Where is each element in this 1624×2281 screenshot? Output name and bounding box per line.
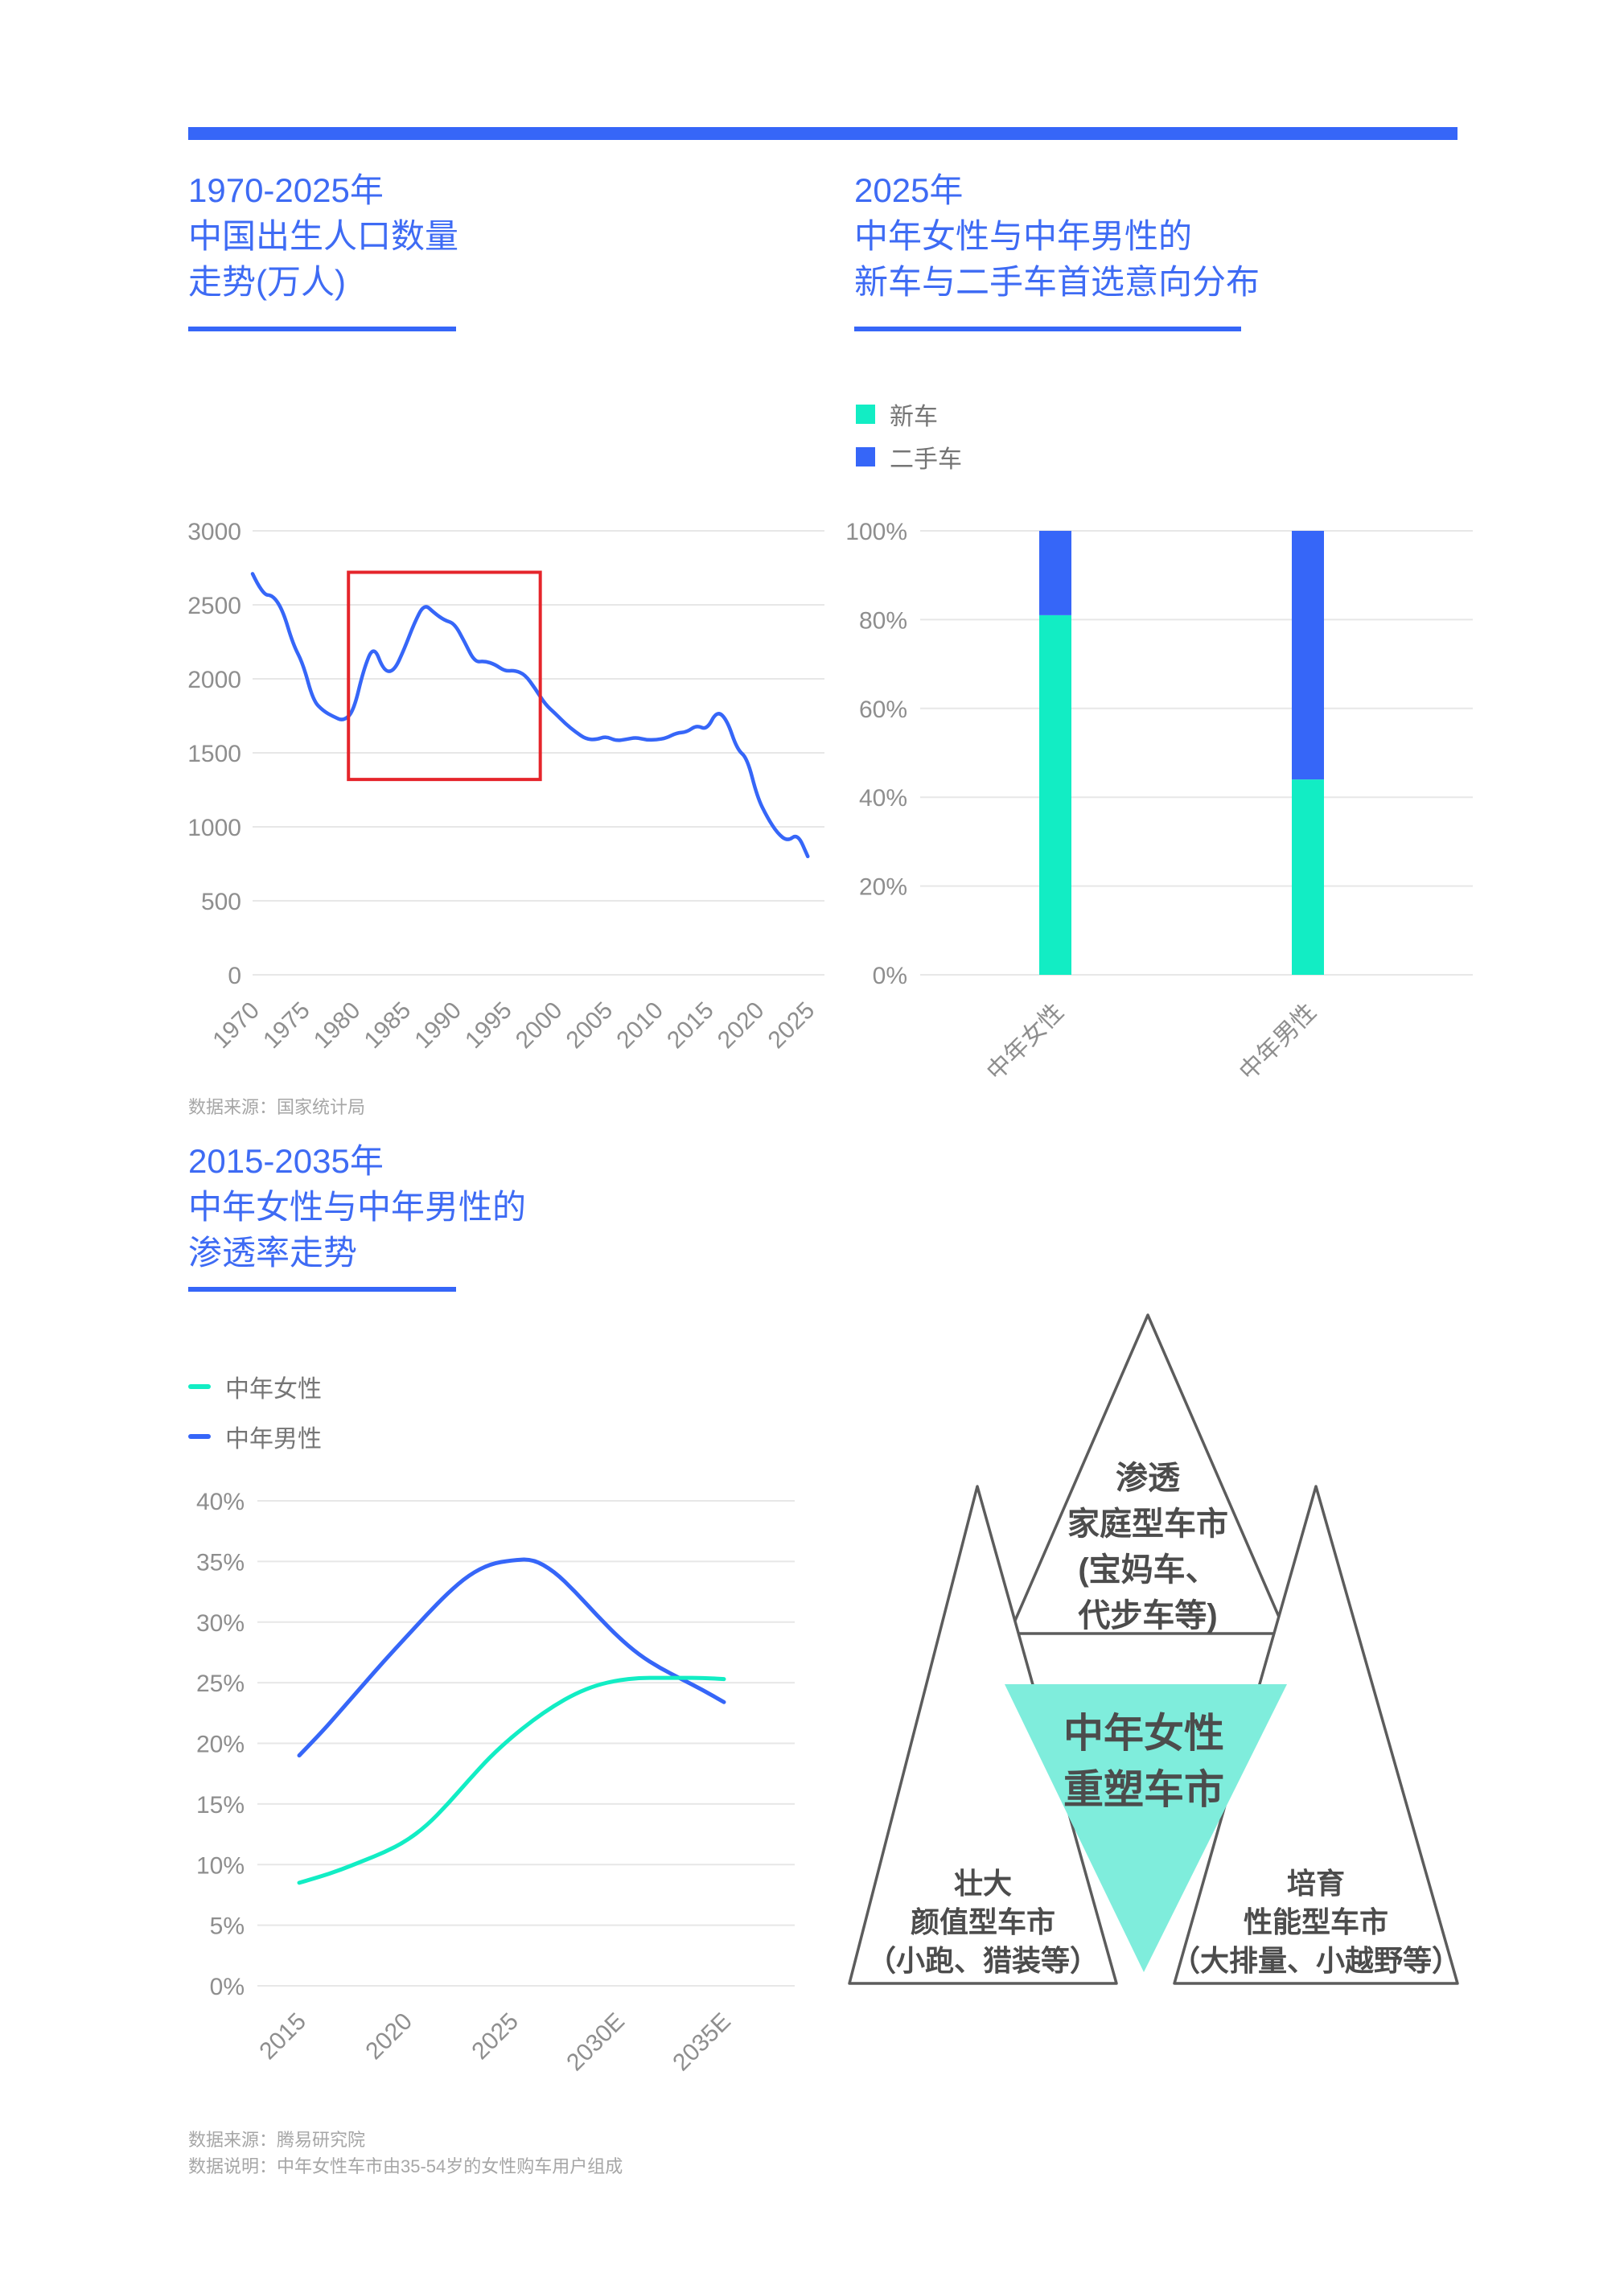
used-car-legend-label: 二手车 (890, 446, 962, 473)
svg-text:2000: 2000 (187, 667, 241, 693)
svg-text:2025: 2025 (763, 997, 820, 1054)
penetration-title-underline (188, 1287, 456, 1292)
style-market-line-3: （小跑、猎装等） (866, 1944, 1099, 1977)
birth-chart-title: 1970-2025年 中国出生人口数量 走势(万人) (188, 167, 458, 305)
intent-title-line-2: 中年女性与中年男性的 (854, 217, 1193, 255)
performance-market-line-3: （大排量、小越野等） (1170, 1944, 1461, 1977)
birth-title-line-1: 1970-2025年 (188, 171, 384, 209)
svg-text:15%: 15% (196, 1792, 245, 1819)
svg-text:40%: 40% (196, 1489, 245, 1515)
footnote-definition: 数据说明：中年女性车市由35-54岁的女性购车用户组成 (188, 2156, 623, 2176)
family-market-line-1: 渗透 (1116, 1461, 1180, 1496)
center-slogan-line-1: 中年女性 (1063, 1711, 1224, 1756)
intent-legend-item-new-car: 新车 (856, 397, 938, 432)
svg-text:2015: 2015 (662, 997, 719, 1054)
svg-text:中年女性: 中年女性 (982, 999, 1069, 1086)
style-market-line-2: 颜值型车市 (910, 1905, 1055, 1938)
svg-text:1970: 1970 (208, 997, 265, 1054)
svg-text:2020: 2020 (713, 997, 770, 1054)
svg-text:1500: 1500 (187, 741, 241, 767)
svg-text:5%: 5% (210, 1913, 245, 1940)
birth-line-chart: 0 500 1000 1500 2000 2500 3000 1970197519801985… (187, 519, 824, 1054)
svg-text:60%: 60% (859, 697, 907, 723)
svg-text:2000: 2000 (511, 997, 568, 1054)
footnotes: 数据来源：腾易研究院 数据说明：中年女性车市由35-54岁的女性购车用户组成 (188, 2127, 623, 2180)
birth-title-line-3: 走势(万人) (188, 263, 346, 301)
svg-text:2010: 2010 (611, 997, 668, 1054)
penetration-title-line-2: 中年女性与中年男性的 (188, 1188, 527, 1226)
family-market-line-2: 家庭型车市 (1067, 1506, 1228, 1542)
svg-text:1975: 1975 (258, 997, 315, 1054)
svg-text:2500: 2500 (187, 593, 241, 619)
center-slogan-text: 中年女性 重塑车市 (983, 1705, 1305, 1818)
svg-text:80%: 80% (859, 607, 907, 634)
style-market-line-1: 壮大 (953, 1867, 1012, 1900)
penetration-title-line-3: 渗透率走势 (188, 1234, 358, 1272)
svg-text:35%: 35% (196, 1549, 245, 1576)
penetration-chart-title: 2015-2035年 中年女性与中年男性的 渗透率走势 (188, 1138, 526, 1276)
svg-text:20%: 20% (859, 874, 907, 901)
svg-text:2025: 2025 (467, 2008, 524, 2065)
top-accent-bar (188, 127, 1457, 140)
svg-text:2015: 2015 (254, 2008, 311, 2065)
svg-text:1000: 1000 (187, 815, 241, 841)
birth-title-underline (188, 327, 456, 331)
footnote-source: 数据来源：腾易研究院 (188, 2130, 366, 2150)
family-market-text: 渗透 家庭型车市 (宝妈车、 代步车等) (1003, 1456, 1293, 1639)
intent-title-line-1: 2025年 (854, 171, 964, 209)
birth-source-note: 数据来源：国家统计局 (188, 1097, 366, 1117)
intent-stacked-bar-chart: 0% 20% 40% 60% 80% 100% 中年女性 中年男性 (845, 519, 1473, 1086)
svg-text:3000: 3000 (187, 519, 241, 545)
svg-text:1985: 1985 (360, 997, 417, 1054)
svg-text:1995: 1995 (460, 997, 517, 1054)
center-inverted-triangle (1005, 1684, 1287, 1972)
intent-title-underline (854, 327, 1241, 331)
penetration-title-line-1: 2015-2035年 (188, 1142, 384, 1180)
performance-market-line-2: 性能型车市 (1243, 1905, 1388, 1938)
svg-text:0%: 0% (873, 963, 907, 989)
male-line-swatch-icon (188, 1434, 211, 1439)
performance-market-text: 培育 性能型车市 （大排量、小越野等） (1155, 1864, 1477, 1980)
svg-text:2005: 2005 (561, 997, 619, 1054)
svg-text:2035E: 2035E (668, 2008, 736, 2077)
new-car-swatch-icon (856, 405, 875, 424)
family-market-line-3: (宝妈车、 (1078, 1552, 1218, 1588)
svg-text:0: 0 (228, 963, 241, 989)
birth-title-line-2: 中国出生人口数量 (188, 217, 459, 255)
female-line-swatch-icon (188, 1384, 211, 1389)
intent-chart-title: 2025年 中年女性与中年男性的 新车与二手车首选意向分布 (854, 167, 1260, 305)
family-market-line-4: 代步车等) (1078, 1598, 1218, 1634)
svg-text:40%: 40% (859, 785, 907, 812)
performance-market-line-1: 培育 (1286, 1867, 1345, 1900)
intent-title-line-3: 新车与二手车首选意向分布 (854, 263, 1260, 301)
used-car-swatch-icon (856, 447, 875, 466)
male-legend-label: 中年男性 (225, 1426, 322, 1453)
penetration-legend-item-female: 中年女性 (188, 1369, 322, 1404)
svg-text:2030E: 2030E (561, 2008, 630, 2077)
svg-text:500: 500 (201, 889, 241, 915)
svg-text:1980: 1980 (309, 997, 366, 1054)
style-market-text: 壮大 颜值型车市 （小跑、猎装等） (822, 1864, 1144, 1980)
intent-legend-item-used-car: 二手车 (856, 439, 962, 475)
svg-text:2020: 2020 (360, 2008, 417, 2065)
new-car-legend-label: 新车 (890, 404, 938, 430)
svg-text:1990: 1990 (409, 997, 467, 1054)
female-legend-label: 中年女性 (225, 1376, 322, 1403)
center-slogan-line-2: 重塑车市 (1063, 1767, 1224, 1812)
svg-text:中年男性: 中年男性 (1235, 999, 1322, 1086)
svg-text:100%: 100% (845, 519, 907, 545)
svg-text:25%: 25% (196, 1671, 245, 1697)
svg-text:30%: 30% (196, 1610, 245, 1637)
penetration-line-chart: 0% 5% 10% 15% 20% 25% 30% 35% 40% 2015 2020 2025 203… (196, 1489, 795, 2077)
svg-text:10%: 10% (196, 1852, 245, 1879)
market-triangle-diagram (848, 1313, 1459, 1985)
svg-text:0%: 0% (210, 1974, 245, 2000)
penetration-legend-item-male: 中年男性 (188, 1419, 322, 1454)
svg-text:20%: 20% (196, 1732, 245, 1758)
family-market-triangle (1008, 1313, 1288, 1635)
